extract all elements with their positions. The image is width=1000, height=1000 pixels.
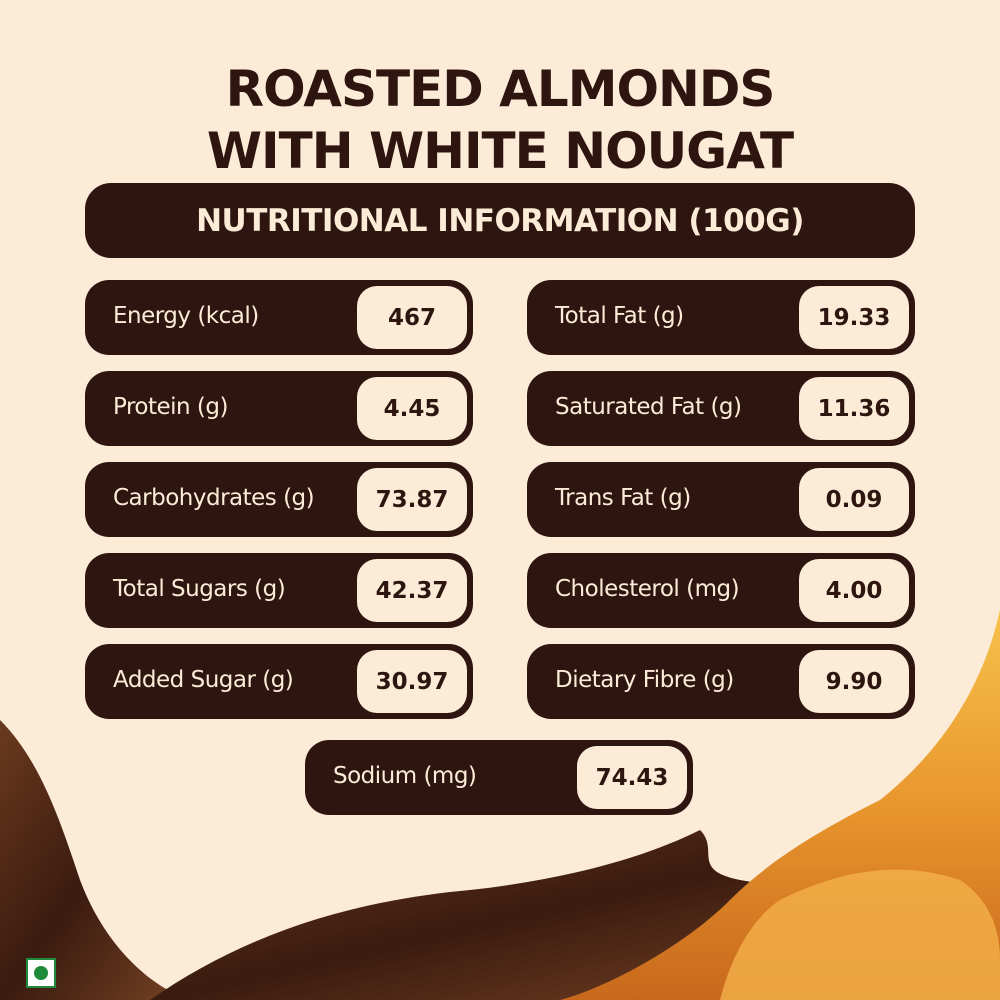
nutrient-row: Trans Fat (g) 0.09 xyxy=(527,462,915,537)
nutrient-value: 19.33 xyxy=(799,286,909,349)
nutrient-label: Cholesterol (mg) xyxy=(555,576,740,602)
nutrient-label: Dietary Fibre (g) xyxy=(555,667,734,693)
nutrient-value: 30.97 xyxy=(357,650,467,713)
nutrient-row: Carbohydrates (g) 73.87 xyxy=(85,462,473,537)
nutrient-label: Total Fat (g) xyxy=(555,303,684,329)
nutrient-label: Energy (kcal) xyxy=(113,303,259,329)
nutrient-value: 467 xyxy=(357,286,467,349)
nutrient-label: Sodium (mg) xyxy=(333,763,477,789)
nutrient-label: Total Sugars (g) xyxy=(113,576,286,602)
chocolate-left xyxy=(0,720,200,1000)
nutrient-label: Added Sugar (g) xyxy=(113,667,294,693)
nutrient-row: Total Sugars (g) 42.37 xyxy=(85,553,473,628)
nutrient-row: Protein (g) 4.45 xyxy=(85,371,473,446)
nutrient-label: Trans Fat (g) xyxy=(555,485,691,511)
title: ROASTED ALMONDS WITH WHITE NOUGAT xyxy=(206,60,794,180)
nutrient-value: 73.87 xyxy=(357,468,467,531)
nutrient-row: Dietary Fibre (g) 9.90 xyxy=(527,644,915,719)
caramel-highlight xyxy=(720,869,1000,1000)
nutrient-row: Added Sugar (g) 30.97 xyxy=(85,644,473,719)
nutrient-value: 11.36 xyxy=(799,377,909,440)
nutrient-label: Saturated Fat (g) xyxy=(555,394,742,420)
nutrient-value: 74.43 xyxy=(577,746,687,809)
nutrient-value: 4.00 xyxy=(799,559,909,622)
veg-mark xyxy=(26,958,56,988)
nutrient-row: Total Fat (g) 19.33 xyxy=(527,280,915,355)
nutrient-label: Carbohydrates (g) xyxy=(113,485,315,511)
nutrient-value: 42.37 xyxy=(357,559,467,622)
nutrient-row: Saturated Fat (g) 11.36 xyxy=(527,371,915,446)
section-header: NUTRITIONAL INFORMATION (100G) xyxy=(85,183,915,258)
nutrient-row: Cholesterol (mg) 4.00 xyxy=(527,553,915,628)
nutrient-row: Energy (kcal) 467 xyxy=(85,280,473,355)
nutrient-value: 4.45 xyxy=(357,377,467,440)
nutrient-value: 0.09 xyxy=(799,468,909,531)
nutrient-value: 9.90 xyxy=(799,650,909,713)
nutrient-row: Sodium (mg) 74.43 xyxy=(305,740,693,815)
nutrient-label: Protein (g) xyxy=(113,394,228,420)
